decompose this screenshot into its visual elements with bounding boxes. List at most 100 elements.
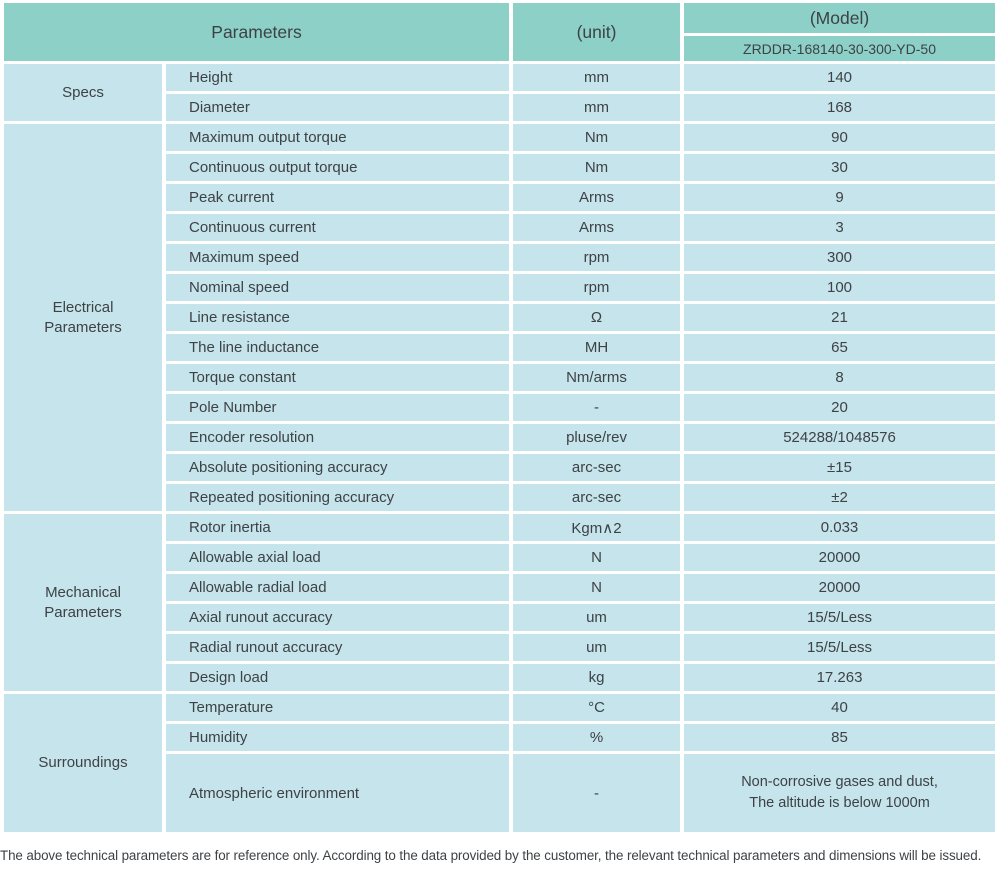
unit-cell: Nm/arms (513, 364, 681, 391)
value-cell: 21 (684, 304, 996, 331)
parameter-cell: Radial runout accuracy (166, 634, 510, 661)
value-cell: 85 (684, 724, 996, 751)
header-model-value: ZRDDR-168140-30-300-YD-50 (684, 36, 996, 61)
unit-cell: Kgm∧2 (513, 514, 681, 541)
value-cell: Non-corrosive gases and dust, The altitu… (684, 754, 996, 832)
value-cell: 9 (684, 184, 996, 211)
parameter-cell: Diameter (166, 94, 510, 121)
parameter-cell: Absolute positioning accuracy (166, 454, 510, 481)
unit-cell: Nm (513, 124, 681, 151)
parameter-cell: Nominal speed (166, 274, 510, 301)
parameter-cell: Allowable axial load (166, 544, 510, 571)
table-row: Design load kg 17.263 (4, 664, 996, 691)
value-cell: 524288/1048576 (684, 424, 996, 451)
unit-cell: pluse/rev (513, 424, 681, 451)
parameter-cell: Continuous output torque (166, 154, 510, 181)
value-cell: 15/5/Less (684, 604, 996, 631)
value-cell: 65 (684, 334, 996, 361)
table-row: Diameter mm 168 (4, 94, 996, 121)
table-row: Absolute positioning accuracy arc-sec ±15 (4, 454, 996, 481)
table-row: Continuous output torque Nm 30 (4, 154, 996, 181)
group-cell-surroundings: Surroundings (4, 694, 162, 832)
unit-cell: - (513, 754, 681, 832)
parameter-cell: Temperature (166, 694, 510, 721)
table-row: Radial runout accuracy um 15/5/Less (4, 634, 996, 661)
unit-cell: mm (513, 64, 681, 91)
parameter-cell: Repeated positioning accuracy (166, 484, 510, 511)
parameter-cell: Continuous current (166, 214, 510, 241)
unit-cell: mm (513, 94, 681, 121)
unit-cell: Arms (513, 214, 681, 241)
value-cell: 20000 (684, 574, 996, 601)
header-row-top: Parameters (unit) (Model) (4, 3, 996, 61)
value-cell: 15/5/Less (684, 634, 996, 661)
table-row: Torque constant Nm/arms 8 (4, 364, 996, 391)
table-row: Nominal speed rpm 100 (4, 274, 996, 301)
table-row: Specs Height mm 140 (4, 64, 996, 121)
header-model-label: (Model) (684, 3, 996, 33)
unit-cell: um (513, 604, 681, 631)
unit-cell: kg (513, 664, 681, 691)
header-row-model: ZRDDR-168140-30-300-YD-50 (4, 36, 996, 61)
value-cell: 8 (684, 364, 996, 391)
parameter-cell: Rotor inertia (166, 514, 510, 541)
unit-cell: - (513, 394, 681, 421)
group-cell-mechanical-parameters: Mechanical Parameters (4, 514, 162, 691)
table-row: Pole Number -20 (4, 394, 996, 421)
parameter-cell: Maximum output torque (166, 124, 510, 151)
parameter-cell: Allowable radial load (166, 574, 510, 601)
value-cell: 30 (684, 154, 996, 181)
parameter-cell: Torque constant (166, 364, 510, 391)
parameter-cell: Line resistance (166, 304, 510, 331)
parameter-cell: Height (166, 64, 510, 91)
table-row: Axial runout accuracy um 15/5/Less (4, 604, 996, 631)
table-row: Mechanical Parameters Rotor inertia Kgm∧2 0… (4, 514, 996, 691)
unit-cell: arc-sec (513, 454, 681, 481)
value-cell: 100 (684, 274, 996, 301)
footer-note: The above technical parameters are for r… (0, 848, 982, 863)
table-row: Humidity% 85 (4, 724, 996, 751)
spec-table-body: Specs Height mm 140 Diameter mm 168 Electrical … (4, 64, 996, 832)
table-header: Parameters (unit) (Model) ZRDDR-168140-3… (4, 3, 996, 61)
value-cell: 140 (684, 64, 996, 91)
table-row: Continuous current Arms 3 (4, 214, 996, 241)
table-row: Repeated positioning accuracy arc-sec ±2 (4, 484, 996, 511)
unit-cell: rpm (513, 274, 681, 301)
table-row: Electrical Parameters Maximum output torq… (4, 124, 996, 511)
unit-cell: °C (513, 694, 681, 721)
value-cell: 20000 (684, 544, 996, 571)
group-cell-electrical-parameters: Electrical Parameters (4, 124, 162, 511)
table-row: Peak current Arms 9 (4, 184, 996, 211)
value-cell: 90 (684, 124, 996, 151)
value-cell: 40 (684, 694, 996, 721)
parameter-cell: The line inductance (166, 334, 510, 361)
table-row: Encoder resolution pluse/rev 524288/104857… (4, 424, 996, 451)
parameter-cell: Encoder resolution (166, 424, 510, 451)
parameter-cell: Peak current (166, 184, 510, 211)
table-row: Allowable axial load N 20000 (4, 544, 996, 571)
value-cell: 20 (684, 394, 996, 421)
parameter-cell: Maximum speed (166, 244, 510, 271)
table-row: Allowable radial load N 20000 (4, 574, 996, 601)
header-parameters-label: Parameters (4, 3, 510, 61)
value-cell: 17.263 (684, 664, 996, 691)
value-cell: ±2 (684, 484, 996, 511)
parameter-cell: Atmospheric environment (166, 754, 510, 832)
unit-cell: MH (513, 334, 681, 361)
unit-cell: Nm (513, 154, 681, 181)
value-cell: ±15 (684, 454, 996, 481)
unit-cell: Arms (513, 184, 681, 211)
value-cell: 300 (684, 244, 996, 271)
unit-cell: N (513, 544, 681, 571)
value-cell: 168 (684, 94, 996, 121)
unit-cell: arc-sec (513, 484, 681, 511)
table-row: The line inductance MH 65 (4, 334, 996, 361)
table-row: Maximum speed rpm 300 (4, 244, 996, 271)
parameter-cell: Axial runout accuracy (166, 604, 510, 631)
unit-cell: N (513, 574, 681, 601)
value-cell: 3 (684, 214, 996, 241)
header-unit-label: (unit) (513, 3, 681, 61)
parameter-cell: Pole Number (166, 394, 510, 421)
parameter-cell: Design load (166, 664, 510, 691)
table-row: Surroundings Temperature °C 40 (4, 694, 996, 832)
